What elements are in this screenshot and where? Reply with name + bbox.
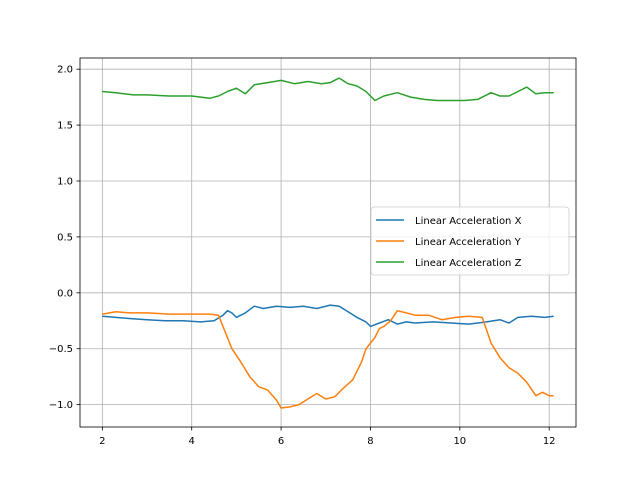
legend-label-2: Linear Acceleration Y <box>415 237 522 248</box>
y-tick-label: 1.5 <box>57 121 73 132</box>
series-line-2 <box>102 309 554 409</box>
x-tick-label: 8 <box>367 436 373 447</box>
y-tick-label: 1.0 <box>57 177 73 188</box>
y-axis: −1.0 −0.5 0.0 0.5 1.0 1.5 2.0 <box>49 65 80 411</box>
x-tick-label: 4 <box>189 436 195 447</box>
x-axis: 2 4 6 8 10 12 <box>99 427 556 447</box>
y-tick-label: 2.0 <box>57 65 73 76</box>
y-tick-label: −0.5 <box>49 344 73 355</box>
x-tick-label: 6 <box>278 436 284 447</box>
y-tick-label: 0.0 <box>57 288 73 299</box>
x-tick-label: 12 <box>543 436 556 447</box>
series-line-1 <box>102 304 554 328</box>
legend-label-3: Linear Acceleration Z <box>415 258 522 269</box>
x-tick-label: 10 <box>453 436 466 447</box>
legend-box <box>370 206 570 276</box>
y-tick-label: −1.0 <box>49 400 73 411</box>
series-group <box>102 77 554 409</box>
series-line-3 <box>102 77 554 102</box>
legend: Linear Acceleration X Linear Acceleration… <box>370 206 570 276</box>
axes-frame <box>79 57 577 428</box>
y-tick-label: 0.5 <box>57 232 73 243</box>
legend-label-1: Linear Acceleration X <box>415 216 522 227</box>
x-tick-label: 2 <box>99 436 105 447</box>
